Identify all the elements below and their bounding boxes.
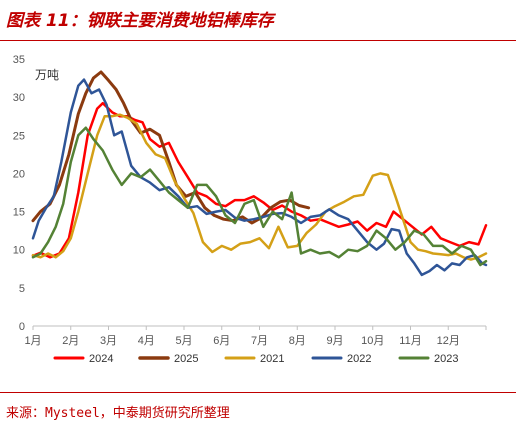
y-tick-label: 25 (13, 130, 25, 142)
series-line-2023 (31, 126, 488, 267)
x-tick-label: 4月 (138, 335, 155, 347)
figure-title: 图表 11：钢联主要消费地铝棒库存 (6, 11, 274, 31)
source-divider (0, 392, 516, 393)
title-divider (0, 40, 516, 41)
legend: 2024 2025 2021 2022 2023 (53, 353, 458, 365)
y-tick-label: 15 (13, 207, 25, 219)
x-tick-label: 5月 (175, 335, 192, 347)
line-chart: 1月 2月 3月 4月 5月 6月 7月 8月 9月 10月 11月 12月0510152025303… (13, 54, 488, 365)
x-tick-label: 12月 (437, 335, 460, 347)
y-tick-label: 10 (13, 245, 25, 257)
legend-label-2025: 2025 (174, 353, 198, 365)
x-tick-label: 10月 (361, 335, 384, 347)
legend-label-2023: 2023 (434, 353, 458, 365)
legend-label-2024: 2024 (89, 353, 113, 365)
x-tick-label: 7月 (251, 335, 268, 347)
y-tick-label: 0 (19, 321, 25, 333)
x-tick-label: 9月 (326, 335, 343, 347)
y-unit-label: 万吨 (35, 68, 59, 82)
y-tick-label: 5 (19, 283, 25, 295)
source-note: 来源：Mysteel，中泰期货研究所整理 (6, 406, 230, 421)
x-tick-label: 3月 (100, 335, 117, 347)
series-lines (31, 70, 488, 277)
series-line-2021 (31, 113, 488, 261)
x-tick-label: 2月 (62, 335, 79, 347)
x-tick-label: 1月 (24, 335, 41, 347)
x-tick-label: 11月 (399, 335, 421, 347)
y-tick-label: 35 (13, 54, 25, 66)
legend-label-2022: 2022 (347, 353, 371, 365)
y-tick-label: 30 (13, 92, 25, 104)
x-tick-label: 8月 (289, 335, 306, 347)
x-tick-label: 6月 (213, 335, 230, 347)
y-tick-label: 20 (13, 168, 25, 180)
series-line-2022 (31, 78, 488, 277)
axes: 1月 2月 3月 4月 5月 6月 7月 8月 9月 10月 11月 12月 0 5 10 15 20 25 30 3… (13, 54, 487, 347)
legend-label-2021: 2021 (260, 353, 284, 365)
